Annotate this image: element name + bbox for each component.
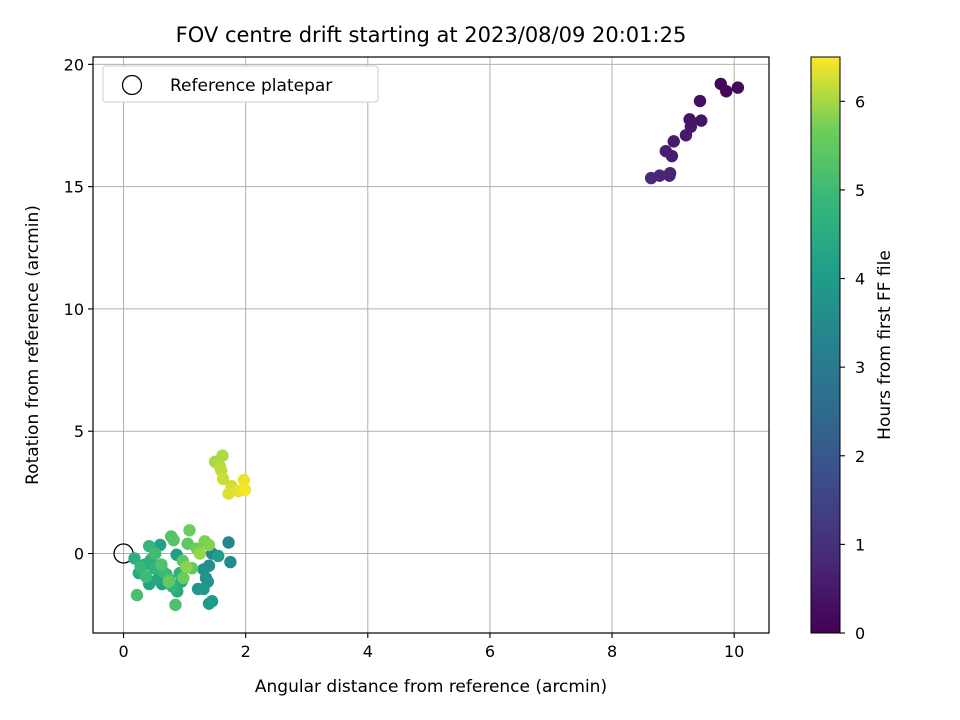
x-axis-label: Angular distance from reference (arcmin) [255, 677, 607, 697]
chart-title: FOV centre drift starting at 2023/08/09 … [176, 23, 687, 47]
data-point [177, 571, 190, 585]
data-point [663, 169, 676, 182]
data-point [180, 560, 193, 574]
data-point [139, 570, 153, 583]
data-point [693, 94, 707, 108]
data-point [202, 538, 216, 552]
y-tick-label: 20 [64, 55, 84, 74]
data-point [130, 588, 144, 602]
colorbar-tick-label: 0 [855, 624, 865, 643]
y-tick-label: 10 [64, 300, 84, 319]
plot-frame [92, 56, 770, 634]
data-point [238, 483, 252, 497]
colorbar-ticks: 0 1 2 3 4 5 6 [840, 92, 865, 643]
data-point [128, 552, 141, 565]
y-axis-label: Rotation from reference (arcmin) [23, 205, 43, 485]
colorbar-tick-label: 4 [855, 270, 865, 289]
legend: Reference platepar [102, 65, 379, 103]
data-point [155, 558, 168, 571]
colorbar-gradient [810, 56, 841, 634]
data-point [162, 575, 175, 588]
y-tick-label: 15 [64, 178, 84, 197]
data-point [720, 85, 733, 98]
x-tick-label: 0 [118, 642, 128, 661]
legend-reference-marker [121, 74, 143, 96]
colorbar: 0 1 2 3 4 5 6 Hours from first FF file [810, 56, 895, 643]
data-point [222, 536, 235, 549]
data-point [667, 135, 680, 148]
data-point [216, 449, 229, 462]
x-axis-ticks: 0 2 4 6 8 10 [118, 633, 744, 661]
x-tick-label: 10 [724, 642, 744, 661]
colorbar-label: Hours from first FF file [875, 250, 895, 440]
data-points [128, 77, 745, 612]
data-point [181, 537, 194, 550]
data-point [149, 547, 162, 560]
data-point [169, 598, 182, 612]
data-point [695, 114, 708, 127]
colorbar-tick-label: 6 [855, 92, 865, 111]
data-point [193, 547, 207, 560]
x-tick-label: 4 [363, 642, 373, 661]
data-point [644, 171, 658, 185]
y-tick-label: 5 [74, 422, 84, 441]
data-point [216, 472, 230, 486]
data-point [197, 582, 210, 596]
data-point [211, 549, 225, 563]
data-point [731, 81, 745, 94]
x-tick-label: 8 [607, 642, 617, 661]
colorbar-tick-label: 2 [855, 447, 865, 466]
data-point [237, 473, 251, 487]
y-tick-label: 0 [74, 545, 84, 564]
data-point [134, 560, 147, 574]
data-point [679, 129, 693, 142]
y-axis-ticks: 0 5 10 15 20 [64, 55, 93, 564]
legend-reference-label: Reference platepar [170, 76, 332, 96]
data-point [205, 595, 219, 608]
colorbar-tick-label: 5 [855, 181, 865, 200]
x-tick-label: 2 [241, 642, 251, 661]
legend-box [102, 65, 379, 103]
colorbar-tick-label: 3 [855, 358, 865, 377]
data-point [183, 524, 196, 537]
x-tick-label: 6 [485, 642, 495, 661]
data-point [222, 487, 235, 500]
data-point [224, 555, 237, 569]
data-point [659, 144, 672, 158]
data-point [167, 533, 180, 547]
colorbar-tick-label: 1 [855, 535, 865, 554]
